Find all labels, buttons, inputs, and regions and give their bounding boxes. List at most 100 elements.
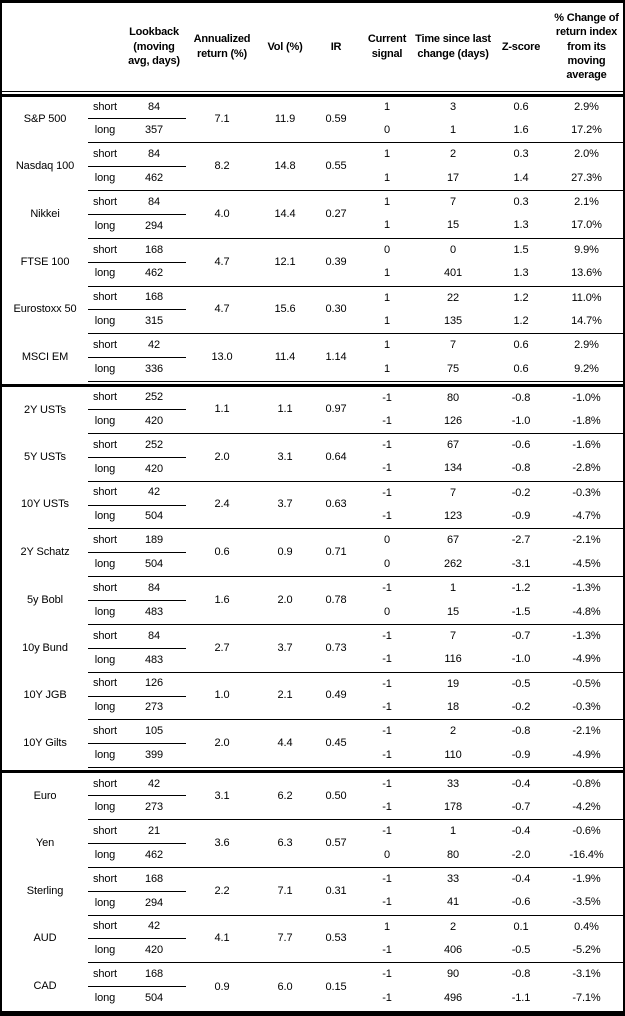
asset-name: MSCI EM xyxy=(21,351,69,364)
cell-vol: 3.7 xyxy=(258,481,312,530)
cell-ir: 0.39 xyxy=(312,238,360,287)
cell-pct-change: -0.3% xyxy=(550,696,623,721)
cell-current-signal: -1 xyxy=(382,677,392,690)
cell-pct-change: -3.5% xyxy=(550,891,623,916)
cell-time-since-change: 17 xyxy=(414,166,492,191)
cell-zscore: 0.6 xyxy=(492,357,550,382)
asset-row-short: 5y Bobl short 84 1.6 2.0 0.78 -1 1 -1.2 -1.3% xyxy=(2,576,623,625)
cell-annualized-return: 1.6 xyxy=(186,576,258,625)
cell-current-signal: 1 xyxy=(360,309,414,335)
cell-time-since-change: 15 xyxy=(414,214,492,239)
cell-current-signal: -1 xyxy=(382,486,392,499)
cell-pct-change: -5.2% xyxy=(550,938,623,964)
cell-current-signal: -1 xyxy=(360,648,414,673)
cell-current-signal: -1 xyxy=(382,968,392,981)
cell-current-signal: -1 xyxy=(382,391,392,404)
cell-lookback: 42 xyxy=(122,333,186,359)
cell-zscore: 1.3 xyxy=(492,214,550,239)
asset-row-short: Euro short 42 3.1 6.2 0.50 -1 33 -0.4 -0.8% xyxy=(2,771,623,821)
cell-pct-change: -4.9% xyxy=(550,648,623,673)
cell-lookback: 168 xyxy=(122,962,186,988)
cell-current-signal: -1 xyxy=(382,872,392,885)
cell-lookback: 168 xyxy=(122,867,186,892)
cell-lookback: 294 xyxy=(122,891,186,916)
cell-annualized-return: 2.0 xyxy=(186,719,258,769)
cell-lookback: 189 xyxy=(122,528,186,554)
cell-annualized-return: 2.0 xyxy=(186,433,258,482)
cell-pct-change: -1.6% xyxy=(572,438,601,451)
cell-current-signal: -1 xyxy=(360,505,414,530)
cell-pct-change: -1.3% xyxy=(572,582,601,595)
cell-annualized-return: 2.4 xyxy=(186,481,258,530)
horizon-label-short: short xyxy=(88,915,122,940)
cell-vol: 3.7 xyxy=(258,624,312,673)
cell-vol: 12.1 xyxy=(258,238,312,287)
header-vol: Vol (%) xyxy=(258,3,312,92)
asset-row-long: long 420 -1 406 -0.5 -5.2% xyxy=(2,938,623,964)
cell-pct-change: -4.9% xyxy=(550,743,623,769)
horizon-label-short: short xyxy=(88,190,122,215)
asset-row-long: long 273 -1 178 -0.7 -4.2% xyxy=(2,795,623,821)
asset-row-short: 2Y USTs short 252 1.1 1.1 0.97 -1 80 -0.8 -1.0% xyxy=(2,385,623,434)
asset-row-short: Nasdaq 100 short 84 8.2 14.8 0.55 1 2 0.3 2.0% xyxy=(2,142,623,191)
cell-lookback: 252 xyxy=(122,385,186,411)
horizon-label-long: long xyxy=(88,357,122,382)
cell-zscore: 1.4 xyxy=(492,166,550,191)
cell-zscore: -0.6 xyxy=(492,891,550,916)
cell-current-signal: 0 xyxy=(360,600,414,625)
header-zscore: Z-score xyxy=(492,3,550,92)
cell-time-since-change: 126 xyxy=(414,409,492,434)
cell-zscore: -0.8 xyxy=(511,391,531,404)
cell-zscore: -0.4 xyxy=(511,777,531,790)
horizon-label-long: long xyxy=(94,992,116,1005)
cell-ir: 0.63 xyxy=(312,481,360,530)
cell-zscore: -1.0 xyxy=(492,648,550,673)
cell-current-signal: 1 xyxy=(360,357,414,382)
cell-current-signal: 0 xyxy=(383,243,391,256)
cell-zscore: 0.3 xyxy=(513,196,529,209)
asset-row-long: long 504 -1 496 -1.1 -7.1% xyxy=(2,987,623,1011)
cell-lookback: 42 xyxy=(122,771,186,797)
cell-ir: 0.30 xyxy=(312,286,360,335)
cell-time-since-change: 80 xyxy=(414,843,492,868)
asset-row-short: 2Y Schatz short 189 0.6 0.9 0.71 0 67 -2.7 -2.1% xyxy=(2,528,623,578)
cell-current-signal: 0 xyxy=(360,552,414,578)
cell-zscore: -0.4 xyxy=(511,872,531,885)
cell-pct-change: -2.8% xyxy=(550,457,623,482)
cell-pct-change: 9.2% xyxy=(550,357,623,382)
cell-time-since-change: 3 xyxy=(449,101,457,114)
cell-time-since-change: 406 xyxy=(414,938,492,964)
group-separator-line xyxy=(2,381,623,388)
cell-time-since-change: 22 xyxy=(446,291,460,304)
cell-zscore: -0.2 xyxy=(492,696,550,721)
cell-zscore: 1.6 xyxy=(492,118,550,144)
asset-name: 10Y Gilts xyxy=(23,737,67,750)
cell-lookback: 504 xyxy=(144,992,164,1005)
horizon-label-long: long xyxy=(88,696,122,721)
horizon-label-long: long xyxy=(88,262,122,287)
cell-pct-change: -2.1% xyxy=(572,534,601,547)
cell-time-since-change: 1 xyxy=(414,118,492,144)
horizon-label-short: short xyxy=(88,385,122,411)
asset-row-short: AUD short 42 4.1 7.7 0.53 1 2 0.1 0.4% xyxy=(2,915,623,964)
cell-current-signal: -1 xyxy=(360,457,414,482)
cell-lookback: 483 xyxy=(122,648,186,673)
cell-time-since-change: 33 xyxy=(446,872,460,885)
cell-zscore: 0.3 xyxy=(513,148,529,161)
asset-row-long: long 483 -1 116 -1.0 -4.9% xyxy=(2,648,623,673)
cell-current-signal: -1 xyxy=(360,696,414,721)
cell-zscore: -2.7 xyxy=(511,534,531,547)
cell-lookback: 420 xyxy=(122,409,186,434)
cell-time-since-change: 134 xyxy=(414,457,492,482)
cell-time-since-change: 116 xyxy=(414,648,492,673)
signal-table: Lookback (moving avg, days) Annualized r… xyxy=(2,3,623,1011)
cell-pct-change: -1.3% xyxy=(572,629,601,642)
horizon-label-short: short xyxy=(88,672,122,697)
cell-time-since-change: 2 xyxy=(449,920,457,933)
cell-current-signal: 1 xyxy=(383,101,391,114)
asset-row-long: long 462 0 80 -2.0 -16.4% xyxy=(2,843,623,868)
asset-row-short: 10Y Gilts short 105 2.0 4.4 0.45 -1 2 -0.8 -2.1% xyxy=(2,719,623,769)
cell-time-since-change: 15 xyxy=(414,600,492,625)
asset-name: Sterling xyxy=(26,884,64,897)
horizon-label-long: long xyxy=(88,600,122,625)
